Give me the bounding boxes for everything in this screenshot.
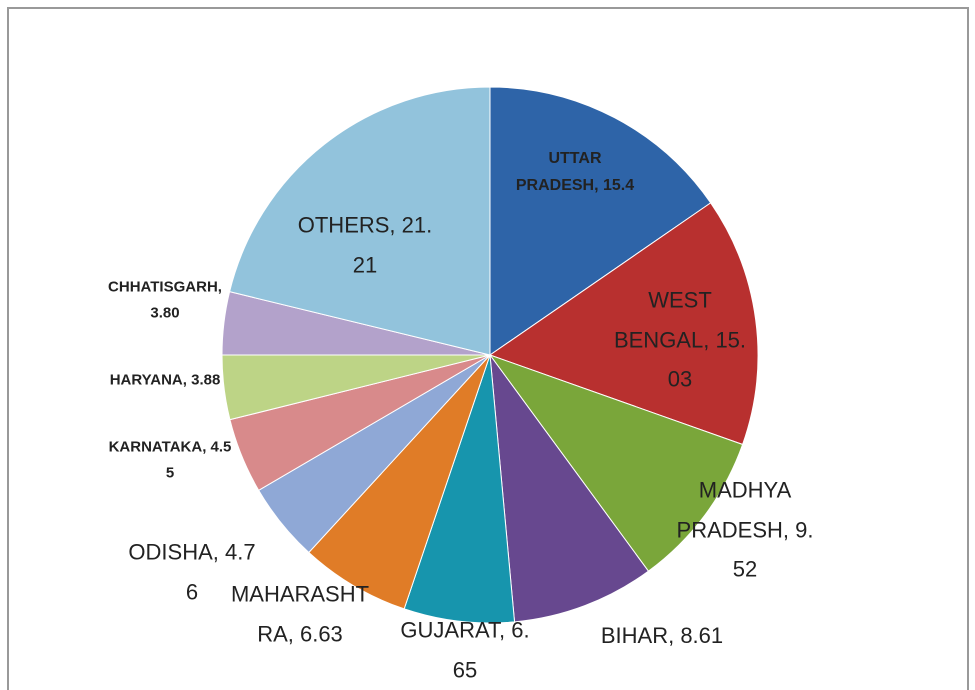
slice-label: MADHYA PRADESH, 9. 52 bbox=[676, 477, 814, 582]
pie-slice bbox=[488, 353, 744, 572]
pie-slice bbox=[489, 86, 712, 356]
pie-slice bbox=[228, 86, 491, 356]
slice-label: MAHARASHT RA, 6.63 bbox=[230, 581, 370, 646]
pie-slice bbox=[488, 202, 759, 446]
slice-label: GUJARAT, 6. 65 bbox=[400, 617, 530, 682]
slice-label: HARYANA, 3.88 bbox=[109, 371, 221, 389]
slice-label: BIHAR, 8.61 bbox=[600, 623, 724, 649]
slice-label: KARNATAKA, 4.5 5 bbox=[108, 438, 232, 482]
pie-slice bbox=[308, 354, 491, 610]
pie-slice bbox=[489, 353, 650, 623]
slice-label: CHHATISGARH, 3.80 bbox=[108, 278, 222, 322]
slice-label: UTTAR PRADESH, 15.4 bbox=[515, 149, 635, 194]
pie-slice bbox=[403, 354, 516, 624]
slice-label: OTHERS, 21. 21 bbox=[297, 212, 433, 277]
slice-label: ODISHA, 4.7 6 bbox=[128, 539, 256, 604]
slice-label: WEST BENGAL, 15. 03 bbox=[613, 287, 747, 392]
